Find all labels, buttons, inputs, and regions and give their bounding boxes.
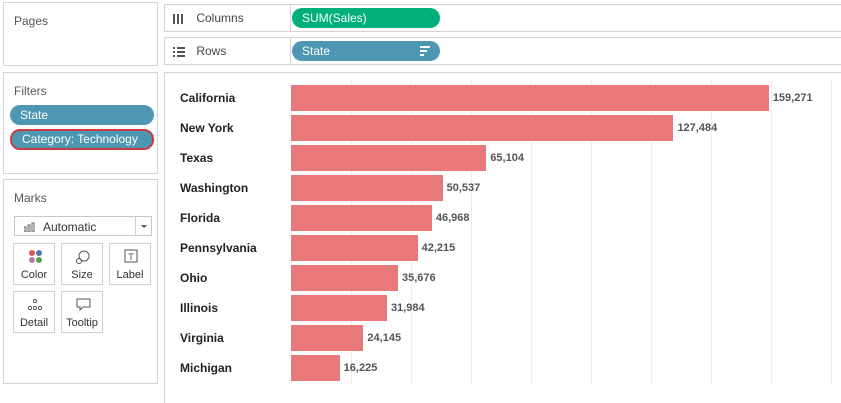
marks-title: Marks [14, 191, 47, 205]
state-rows-pill-label: State [302, 44, 331, 58]
rows-shelf[interactable]: Rows State [164, 37, 841, 65]
rows-label: Rows [196, 44, 227, 58]
bar[interactable] [291, 325, 364, 351]
row-header-state[interactable]: Michigan [180, 361, 233, 375]
bar-value-label: 35,676 [402, 272, 436, 284]
sum-sales-pill[interactable]: SUM(Sales) [292, 8, 440, 28]
bar[interactable] [291, 265, 399, 291]
row-header-state[interactable]: Texas [180, 151, 214, 165]
tooltip-icon [76, 298, 91, 312]
row-header-state[interactable]: Washington [180, 181, 249, 195]
bar-value-label: 159,271 [772, 92, 813, 104]
bar[interactable] [291, 355, 340, 381]
bar[interactable] [291, 145, 487, 171]
row-header-state[interactable]: Illinois [180, 301, 219, 315]
gridline [711, 79, 712, 385]
bar[interactable] [291, 295, 387, 321]
size-button[interactable]: Size [61, 243, 103, 285]
columns-shelf-label: Columns [165, 5, 291, 31]
tooltip-button[interactable]: Tooltip [61, 291, 103, 333]
mark-type-label: Automatic [43, 220, 97, 234]
bar[interactable] [291, 235, 418, 261]
bar[interactable] [291, 175, 443, 201]
row-header-state[interactable]: Virginia [180, 331, 224, 345]
row-header-state[interactable]: New York [180, 121, 234, 135]
color-button[interactable]: Color [13, 243, 55, 285]
bar-value-label: 46,968 [435, 212, 470, 224]
bar[interactable] [291, 115, 674, 141]
bar-value-label: 16,225 [343, 362, 378, 374]
chevron-down-icon [141, 225, 147, 228]
gridline [651, 79, 652, 385]
color-label: Color [20, 269, 48, 281]
bar-value-label: 65,104 [490, 152, 524, 164]
bar-chart-icon [24, 222, 35, 232]
state-rows-pill[interactable]: State [292, 41, 440, 61]
columns-icon [173, 13, 183, 24]
bar-value-label: 24,145 [367, 332, 402, 344]
tooltip-label: Tooltip [66, 317, 98, 329]
filter-pill-label: State [20, 108, 49, 122]
columns-shelf[interactable]: Columns SUM(Sales) [164, 4, 841, 32]
size-label: Size [71, 269, 93, 281]
bar-value-label: 127,484 [677, 122, 718, 134]
marks-card: Marks Automatic Color Size T Label [3, 179, 158, 384]
gridline [351, 79, 352, 385]
label-button[interactable]: T Label [109, 243, 151, 285]
svg-text:T: T [127, 253, 134, 263]
mark-type-dropdown[interactable]: Automatic [14, 216, 152, 236]
sort-descending-icon[interactable] [420, 46, 430, 56]
chart-area: California 159,271 New York 127,484 Texas 65,… [164, 72, 841, 403]
columns-label: Columns [196, 11, 244, 25]
row-header-state[interactable]: California [180, 91, 236, 105]
row-header-state[interactable]: Pennsylvania [180, 241, 257, 255]
gridline [591, 79, 592, 385]
bar-value-label: 42,215 [421, 242, 456, 254]
bar-value-label: 31,984 [390, 302, 425, 314]
detail-button[interactable]: Detail [13, 291, 55, 333]
filters-title: Filters [14, 84, 47, 98]
filter-pill-category[interactable]: Category: Technology [10, 129, 154, 150]
bar-value-label: 50,537 [446, 182, 481, 194]
bar[interactable] [291, 85, 769, 111]
pages-title: Pages [14, 14, 49, 28]
text-label-icon: T [124, 249, 138, 263]
pages-card: Pages [3, 2, 158, 66]
size-icon [76, 250, 90, 264]
gridline [471, 79, 472, 385]
rows-icon [173, 46, 185, 57]
color-dots-icon [29, 250, 42, 263]
gridline [531, 79, 532, 385]
label-label: Label [116, 269, 144, 281]
gridline [771, 79, 772, 385]
row-header-state[interactable]: Ohio [180, 271, 208, 285]
sum-sales-pill-label: SUM(Sales) [302, 11, 367, 25]
row-header-state[interactable]: Florida [180, 211, 221, 225]
filter-pill-label: Category: Technology [22, 132, 138, 146]
gridline [411, 79, 412, 385]
detail-label: Detail [19, 317, 49, 329]
detail-dots-icon [27, 298, 43, 311]
bar[interactable] [291, 205, 432, 231]
gridline [831, 79, 832, 385]
filter-pill-state[interactable]: State [10, 105, 154, 125]
dropdown-arrow[interactable] [135, 217, 151, 235]
rows-shelf-label: Rows [165, 38, 291, 64]
filters-card: Filters State Category: Technology [3, 72, 158, 174]
